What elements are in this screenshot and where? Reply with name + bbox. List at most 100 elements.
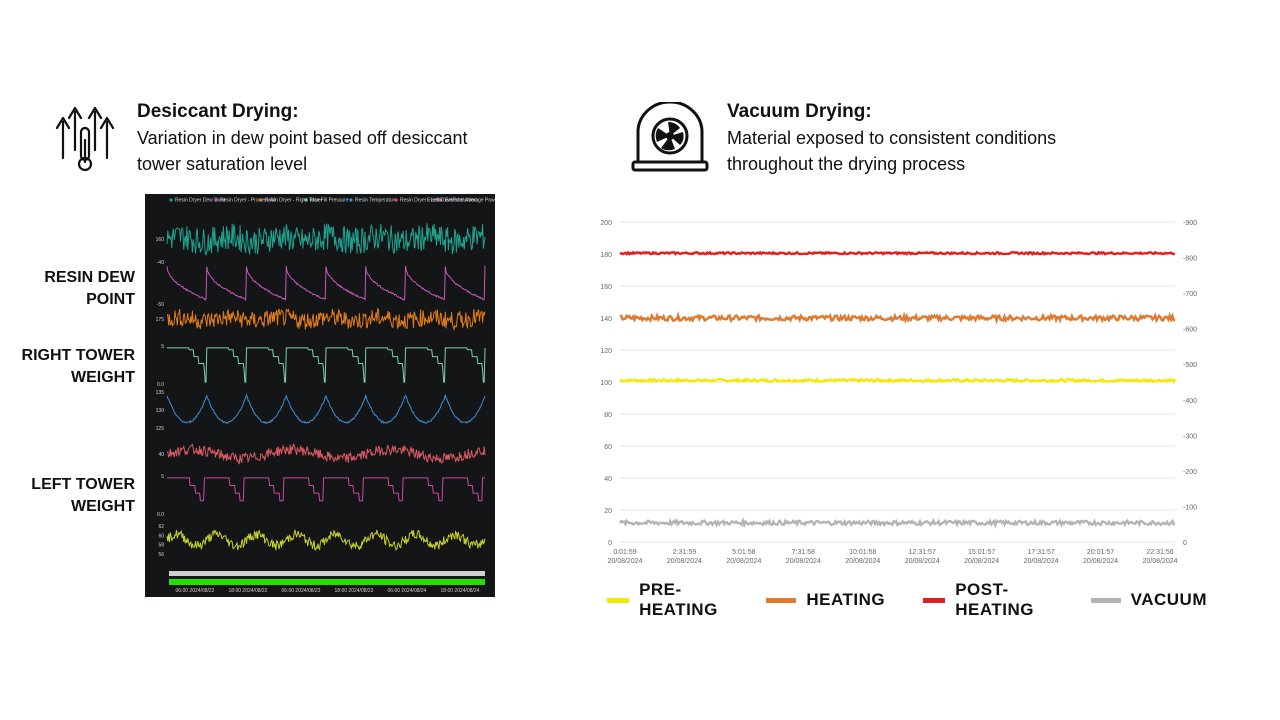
y-tick-label: 40 bbox=[604, 476, 612, 483]
y-tick-label: 140 bbox=[600, 316, 612, 323]
panel-tick-label: 175 bbox=[156, 317, 165, 323]
y2-tick-label: 0 bbox=[1183, 540, 1187, 547]
x-tick-date: 20/08/2024 bbox=[1083, 558, 1118, 565]
panel-x-label: 06:00 2024/08/24 bbox=[388, 588, 427, 594]
x-tick-date: 20/08/2024 bbox=[1142, 558, 1177, 565]
x-tick-date: 20/08/2024 bbox=[964, 558, 999, 565]
y2-tick-label: -800 bbox=[1183, 256, 1197, 263]
x-tick-label: 12:31:57 bbox=[909, 549, 936, 556]
panel-tick-label: -50 bbox=[157, 302, 164, 308]
legend-swatch-pre-heating bbox=[607, 597, 630, 603]
x-tick-date: 20/08/2024 bbox=[905, 558, 940, 565]
resin-dew-point-label-line1: RESIN DEW bbox=[44, 269, 135, 286]
left-tower-weight-label-line1: LEFT TOWER bbox=[31, 476, 135, 493]
desiccant-title: Desiccant Drying: bbox=[137, 101, 299, 122]
events-bar bbox=[169, 579, 485, 585]
right-tower-weight-label: RIGHT TOWER WEIGHT bbox=[10, 345, 135, 389]
panel-tick-label: -40 bbox=[157, 260, 164, 266]
header-legend-label: Resin Dryer - Left Tower bbox=[400, 198, 454, 204]
y-tick-label: 0 bbox=[608, 540, 612, 547]
series-line-heating bbox=[619, 311, 1176, 325]
panel-tick-label: 58 bbox=[158, 543, 164, 549]
y2-tick-label: -600 bbox=[1183, 327, 1197, 334]
panel-tick-label: 56 bbox=[158, 552, 164, 558]
y-tick-label: 100 bbox=[600, 380, 612, 387]
header-legend-label: Resin Temperature bbox=[355, 198, 397, 204]
header-legend-dot bbox=[259, 198, 263, 202]
production-bar bbox=[169, 571, 485, 576]
series-line-pre-heating bbox=[619, 376, 1177, 384]
legend-swatch-post-heating bbox=[923, 597, 946, 603]
vacuum-description-line1: Material exposed to consistent condition… bbox=[727, 128, 1057, 148]
panel-x-label: 06:00 2024/08/23 bbox=[282, 588, 321, 594]
header-legend-dot bbox=[349, 198, 353, 202]
x-tick-date: 20/08/2024 bbox=[726, 558, 761, 565]
header-legend-dot bbox=[439, 198, 443, 202]
panel-series-row7 bbox=[167, 477, 485, 502]
y2-tick-label: -100 bbox=[1183, 504, 1197, 511]
right-tower-weight-label-line2: WEIGHT bbox=[71, 369, 135, 386]
x-tick-date: 20/08/2024 bbox=[607, 558, 642, 565]
panel-x-label: 18:00 2024/08/24 bbox=[441, 588, 480, 594]
desiccant-description-line2: tower saturation level bbox=[137, 154, 308, 174]
y-tick-label: 200 bbox=[600, 220, 612, 227]
vacuum-title: Vacuum Drying: bbox=[727, 101, 872, 122]
y-tick-label: 160 bbox=[600, 284, 612, 291]
legend-label-vacuum: VACUUM bbox=[1130, 590, 1207, 609]
y2-tick-label: -900 bbox=[1183, 220, 1197, 227]
y-tick-label: 80 bbox=[604, 412, 612, 419]
x-tick-label: 0:01:59 bbox=[613, 549, 636, 556]
panel-tick-label: 40 bbox=[158, 452, 164, 458]
resin-dew-point-label: RESIN DEW POINT bbox=[10, 267, 135, 311]
y-tick-label: 60 bbox=[604, 444, 612, 451]
panel-x-label: 06:00 2024/08/22 bbox=[176, 588, 215, 594]
legend-label-post-heating: POST-HEATING bbox=[955, 580, 1034, 619]
panel-tick-label: 135 bbox=[156, 390, 165, 396]
panel-tick-label: 0.0 bbox=[157, 512, 164, 518]
panel-series-row3 bbox=[167, 307, 486, 331]
panel-tick-label: 60 bbox=[158, 533, 164, 539]
x-tick-label: 15:01:57 bbox=[968, 549, 995, 556]
x-tick-date: 20/08/2024 bbox=[845, 558, 880, 565]
series-line-vacuum bbox=[618, 516, 1176, 529]
header-legend-label: Resin Dryer Dew Point bbox=[175, 198, 226, 204]
y2-tick-label: -500 bbox=[1183, 362, 1197, 369]
y2-tick-label: -200 bbox=[1183, 469, 1197, 476]
desiccant-description-line1: Variation in dew point based off desicca… bbox=[137, 128, 468, 148]
header-legend-dot bbox=[169, 198, 173, 202]
x-tick-date: 20/08/2024 bbox=[667, 558, 702, 565]
x-tick-label: 20:01:57 bbox=[1087, 549, 1114, 556]
x-tick-label: 2:31:59 bbox=[673, 549, 696, 556]
header-item: Events bbox=[427, 198, 443, 204]
x-tick-label: 5:01:58 bbox=[732, 549, 755, 556]
x-tick-label: 17:31:57 bbox=[1027, 549, 1054, 556]
legend-swatch-vacuum bbox=[1090, 597, 1121, 603]
panel-series-row1 bbox=[166, 223, 486, 257]
y2-tick-label: -300 bbox=[1183, 433, 1197, 440]
panel-tick-label: 62 bbox=[158, 524, 164, 530]
heat-arrows-thermometer-icon bbox=[55, 106, 115, 172]
x-tick-date: 20/08/2024 bbox=[1024, 558, 1059, 565]
desiccant-icon bbox=[55, 100, 117, 172]
panel-series-row5 bbox=[166, 393, 486, 425]
legend-item-pre-heating: PRE-HEATING bbox=[607, 580, 728, 619]
right-tower-weight-label-line1: RIGHT TOWER bbox=[21, 347, 135, 364]
vacuum-chamber-fan-icon bbox=[631, 100, 709, 172]
panel-tick-label: 125 bbox=[156, 426, 165, 432]
legend-item-heating: HEATING bbox=[766, 588, 885, 612]
legend-swatch-heating bbox=[766, 597, 797, 603]
left-tower-weight-label: LEFT TOWER WEIGHT bbox=[10, 474, 135, 518]
panel-tick-label: 0.0 bbox=[157, 382, 164, 388]
x-tick-label: 10:01:58 bbox=[849, 549, 876, 556]
series-line-post-heating bbox=[619, 250, 1176, 257]
vacuum-legend: PRE-HEATING HEATING POST-HEATING VACUUM bbox=[607, 580, 1207, 619]
resin-dew-point-label-line2: POINT bbox=[86, 291, 135, 308]
header-legend-dot bbox=[304, 198, 308, 202]
header-legend-dot bbox=[394, 198, 398, 202]
x-tick-date: 20/08/2024 bbox=[786, 558, 821, 565]
panel-tick-label: 130 bbox=[156, 408, 165, 414]
y2-tick-label: -400 bbox=[1183, 398, 1197, 405]
vacuum-description-line2: throughout the drying process bbox=[727, 154, 966, 174]
